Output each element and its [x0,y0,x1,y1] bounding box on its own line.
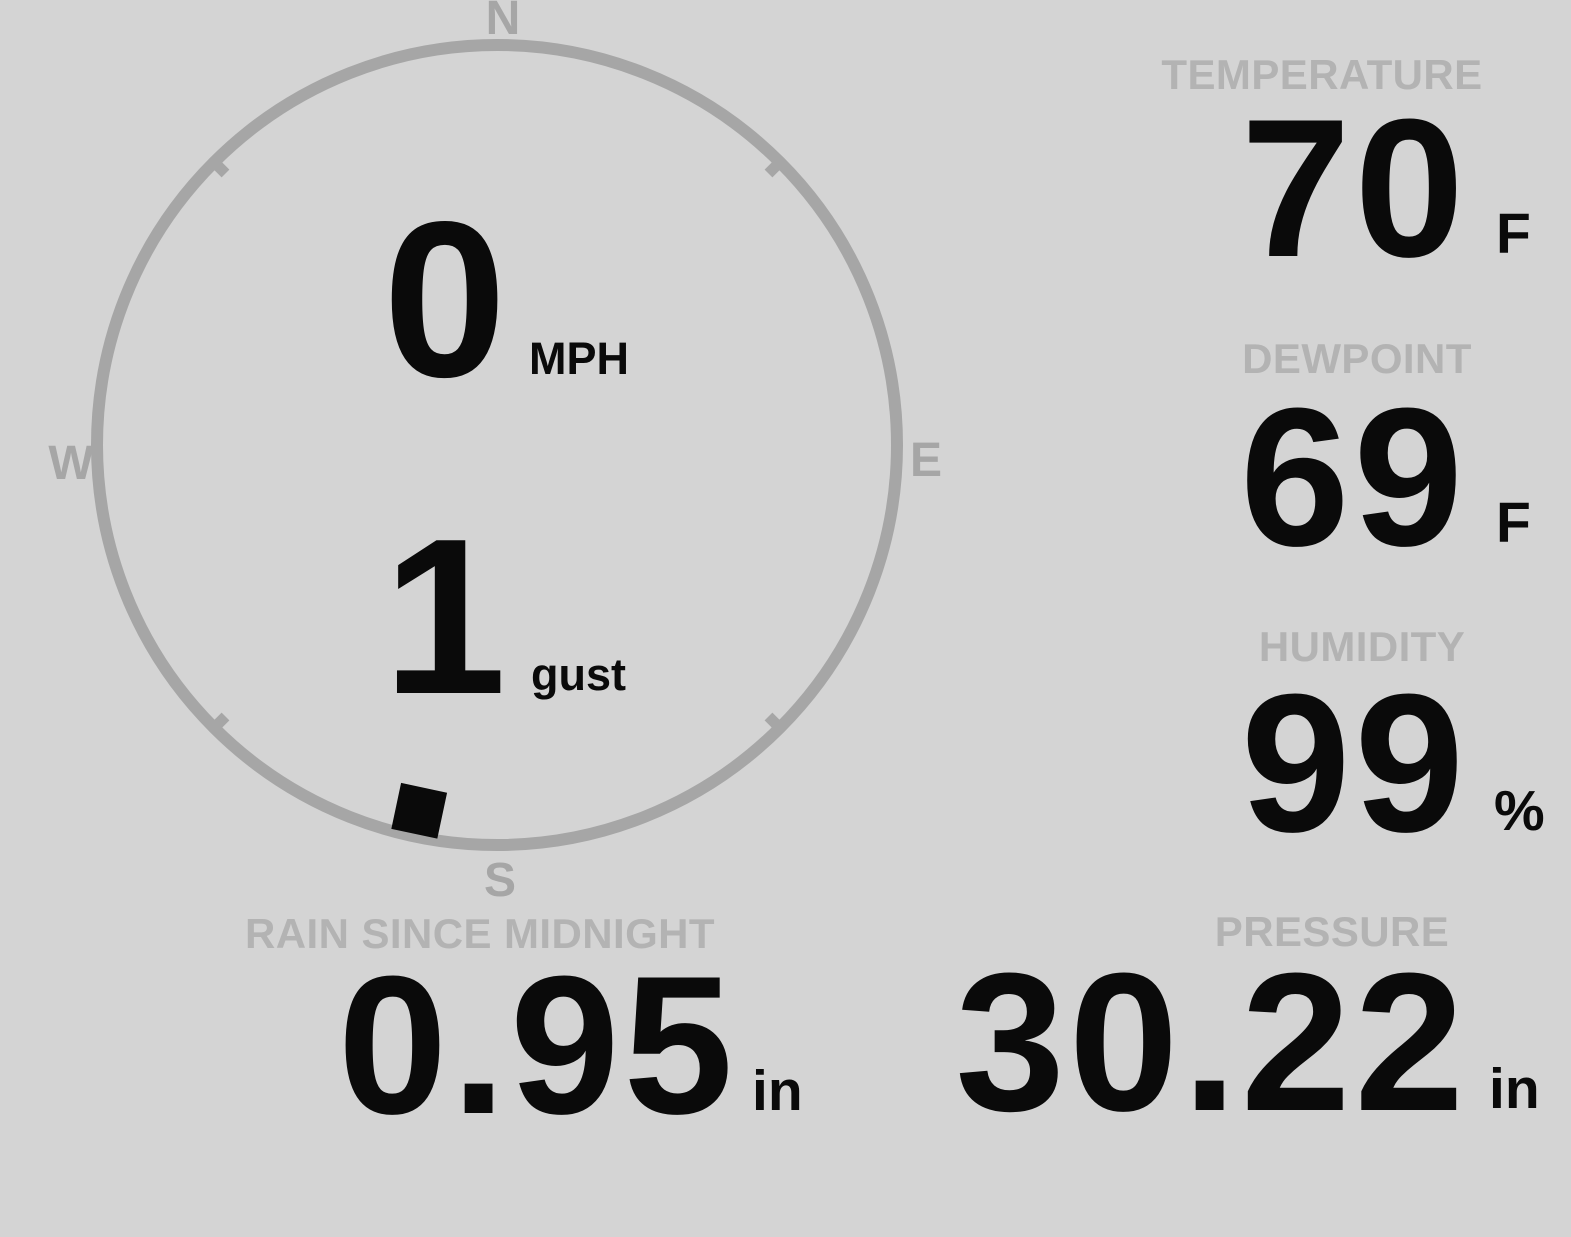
wind-direction-indicator [391,782,448,839]
compass-tick-northwest [207,155,230,178]
wind-gust-value: 1 [383,493,511,741]
wind-gust-label: gust [531,649,626,700]
humidity-value: 99 [1240,653,1468,873]
humidity-unit: % [1494,779,1545,843]
pressure-label: PRESSURE [1214,908,1450,955]
compass-label-south: S [483,854,517,907]
wind-compass [91,39,903,851]
dewpoint-unit: F [1496,491,1531,555]
dewpoint-label: DEWPOINT [1242,335,1472,382]
pressure-value: 30.22 [955,932,1468,1152]
compass-tick-northeast [764,155,787,178]
temperature-label: TEMPERATURE [1161,51,1483,98]
wind-speed-unit: MPH [529,333,629,384]
rain-value: 0.95 [337,935,737,1155]
temperature-unit: F [1496,202,1531,266]
wind-speed-value: 0 [383,176,511,424]
dewpoint-value: 69 [1239,367,1467,587]
compass-circle [91,39,903,851]
temperature-value: 70 [1240,78,1468,298]
compass-label-east: E [909,434,943,487]
compass-label-west: W [48,437,94,490]
rain-label: RAIN SINCE MIDNIGHT [245,910,715,957]
rain-unit: in [752,1059,803,1123]
pressure-unit: in [1489,1057,1540,1121]
compass-label-north: N [485,0,521,45]
compass-tick-southeast [764,712,787,735]
humidity-label: HUMIDITY [1258,623,1466,670]
compass-tick-southwest [207,712,230,735]
